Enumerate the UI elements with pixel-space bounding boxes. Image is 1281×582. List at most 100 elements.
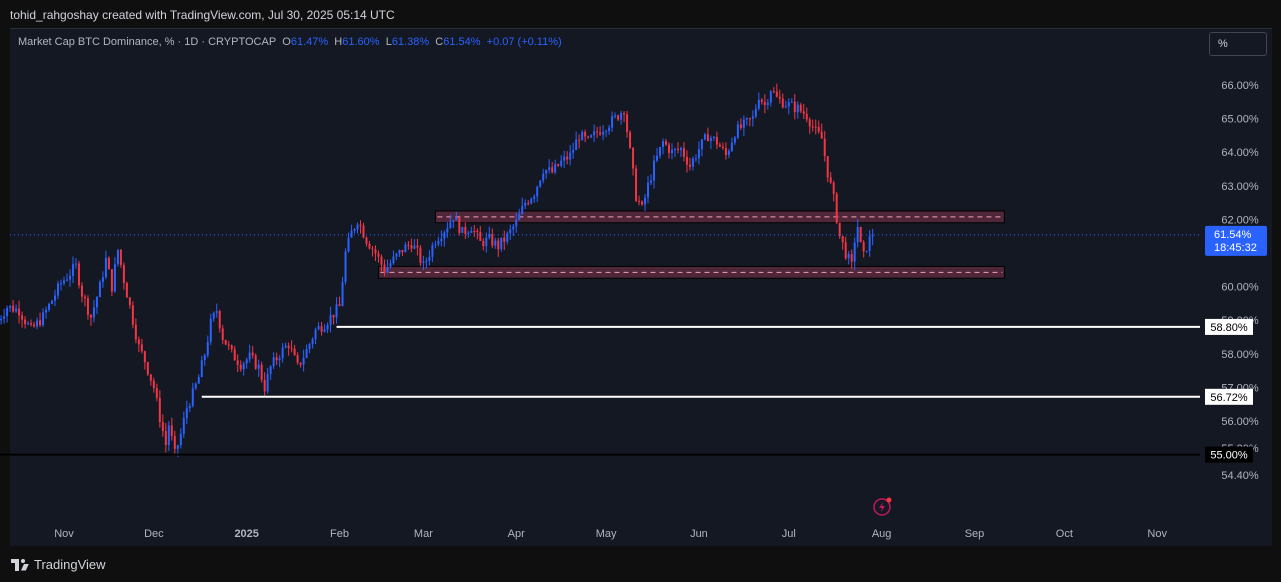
candle-body xyxy=(77,263,80,286)
candle-body xyxy=(218,311,221,329)
candle-body xyxy=(662,141,664,147)
candle-body xyxy=(18,308,21,316)
candle-body xyxy=(667,144,670,154)
candle-body xyxy=(862,242,865,252)
candle-body xyxy=(392,256,395,264)
candle-body xyxy=(760,99,763,102)
symbol-legend: Market Cap BTC Dominance, % · 1D · CRYPT… xyxy=(18,36,562,48)
candle-body xyxy=(401,249,404,253)
candle-body xyxy=(697,149,700,159)
candle-body xyxy=(473,230,476,232)
candle-body xyxy=(527,202,530,204)
x-tick-label: Jul xyxy=(782,528,796,540)
level-tag-label: 58.80% xyxy=(1210,322,1248,334)
candle-body xyxy=(461,226,464,233)
candle-body xyxy=(617,115,620,120)
candle-body xyxy=(611,116,614,128)
candle-body xyxy=(766,102,769,106)
candle-body xyxy=(494,240,497,246)
candle-body xyxy=(521,205,524,214)
y-tick-label: 65.00% xyxy=(1221,114,1259,126)
candle-body xyxy=(89,314,92,318)
attribution-bar: tohid_rahgoshay created with TradingView… xyxy=(0,0,1281,28)
candle-body xyxy=(206,341,209,356)
x-tick-label: Apr xyxy=(508,528,525,540)
candle-body xyxy=(808,119,811,127)
x-tick-label: Jun xyxy=(690,528,708,540)
current-price-value: 61.54% xyxy=(1214,229,1252,241)
candle-body xyxy=(290,347,293,349)
candle-body xyxy=(179,433,182,446)
candle-body xyxy=(134,324,137,340)
candle-body xyxy=(745,118,748,120)
level-tag xyxy=(1205,388,1253,405)
candle-body xyxy=(659,146,662,156)
price-scale-unit-button[interactable]: % xyxy=(1209,32,1267,56)
candle-body xyxy=(353,229,356,231)
legend-change: +0.07 (+0.11%) xyxy=(486,36,562,48)
candle-body xyxy=(464,226,467,234)
x-tick-label: Feb xyxy=(330,528,349,540)
candle-body xyxy=(389,263,392,267)
x-tick-label: 2025 xyxy=(234,528,258,540)
candle-body xyxy=(703,134,706,140)
candle-body xyxy=(823,138,826,157)
candle-body xyxy=(620,113,623,120)
legend-high-label: H xyxy=(334,36,343,48)
candle-body xyxy=(847,254,850,259)
candle-body xyxy=(757,99,760,109)
candle-body xyxy=(269,366,272,374)
candle-body xyxy=(227,344,230,346)
candle-body xyxy=(769,91,772,103)
candle-body xyxy=(575,139,578,151)
candle-body xyxy=(104,257,107,278)
candle-body xyxy=(748,118,751,120)
flash-alert-icon[interactable] xyxy=(873,498,891,516)
y-tick-label: 58.00% xyxy=(1221,349,1259,361)
candle-body xyxy=(362,225,365,238)
candle-body xyxy=(0,318,3,321)
candle-body xyxy=(110,269,113,292)
candle-body xyxy=(266,373,269,392)
candle-body xyxy=(563,156,566,161)
candle-body xyxy=(670,149,673,154)
candle-body xyxy=(449,221,452,229)
candle-body xyxy=(653,160,656,181)
candle-body xyxy=(74,263,77,265)
level-tag-label: 56.72% xyxy=(1210,392,1248,404)
footer-bar xyxy=(0,550,1281,582)
candle-body xyxy=(326,325,329,330)
candle-body xyxy=(491,234,494,246)
candle-body xyxy=(455,217,458,221)
candle-body xyxy=(221,328,224,340)
candle-body xyxy=(557,164,560,166)
tradingview-logo[interactable]: TradingView xyxy=(11,557,106,572)
candle-body xyxy=(284,345,287,348)
candle-body xyxy=(407,244,410,246)
legend-symbol: Market Cap BTC Dominance, % · 1D · CRYPT… xyxy=(18,36,277,48)
candle-body xyxy=(431,245,434,257)
candle-body xyxy=(470,230,473,233)
alert-dot xyxy=(886,497,892,503)
candle-body xyxy=(245,359,248,364)
candle-body xyxy=(835,193,838,223)
y-tick-label: 54.40% xyxy=(1221,470,1259,482)
candle-body xyxy=(344,251,347,283)
candle-body xyxy=(365,237,368,244)
candle-body xyxy=(446,228,449,233)
bar-countdown: 18:45:32 xyxy=(1214,242,1257,254)
candle-body xyxy=(152,380,155,389)
candle-body xyxy=(790,101,793,103)
chart-frame[interactable] xyxy=(10,28,1272,546)
candle-body xyxy=(838,222,841,237)
candle-body xyxy=(772,91,775,93)
candle-body xyxy=(428,256,431,261)
candle-body xyxy=(131,305,134,325)
candle-body xyxy=(422,261,425,263)
candle-body xyxy=(260,364,263,380)
candle-body xyxy=(185,408,188,419)
candle-body xyxy=(551,167,554,173)
candle-body xyxy=(51,300,54,304)
candle-body xyxy=(727,150,730,156)
